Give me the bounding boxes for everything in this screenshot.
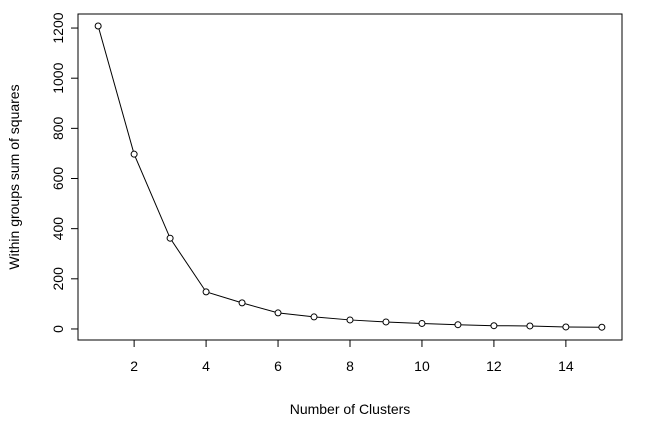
y-tick-label: 1000 (50, 62, 66, 93)
x-axis-title: Number of Clusters (290, 401, 411, 417)
point (94, 22, 102, 30)
point (202, 288, 210, 296)
x-tick-label: 2 (130, 358, 138, 374)
point (562, 323, 570, 331)
point (598, 323, 606, 331)
y-tick-label: 400 (50, 217, 66, 241)
point (382, 318, 390, 326)
point (238, 299, 246, 307)
point (166, 234, 174, 242)
x-tick-label: 4 (202, 358, 210, 374)
point (526, 322, 534, 330)
y-tick-label: 0 (50, 325, 66, 333)
y-tick-label: 1200 (50, 12, 66, 43)
x-tick-label: 12 (486, 358, 502, 374)
point (130, 150, 138, 158)
x-tick-label: 8 (346, 358, 354, 374)
point (346, 316, 354, 324)
y-tick-label: 600 (50, 167, 66, 191)
x-tick-label: 6 (274, 358, 282, 374)
x-tick-label: 10 (414, 358, 430, 374)
point (454, 321, 462, 329)
y-axis-title: Within groups sum of squares (6, 84, 22, 269)
series-line (97, 25, 602, 328)
point (274, 309, 282, 317)
x-tick-label: 14 (558, 358, 574, 374)
point (490, 322, 498, 330)
y-tick-label: 800 (50, 116, 66, 140)
point (310, 313, 318, 321)
point (418, 319, 426, 327)
plot-box (77, 13, 623, 341)
y-tick-label: 200 (50, 267, 66, 291)
